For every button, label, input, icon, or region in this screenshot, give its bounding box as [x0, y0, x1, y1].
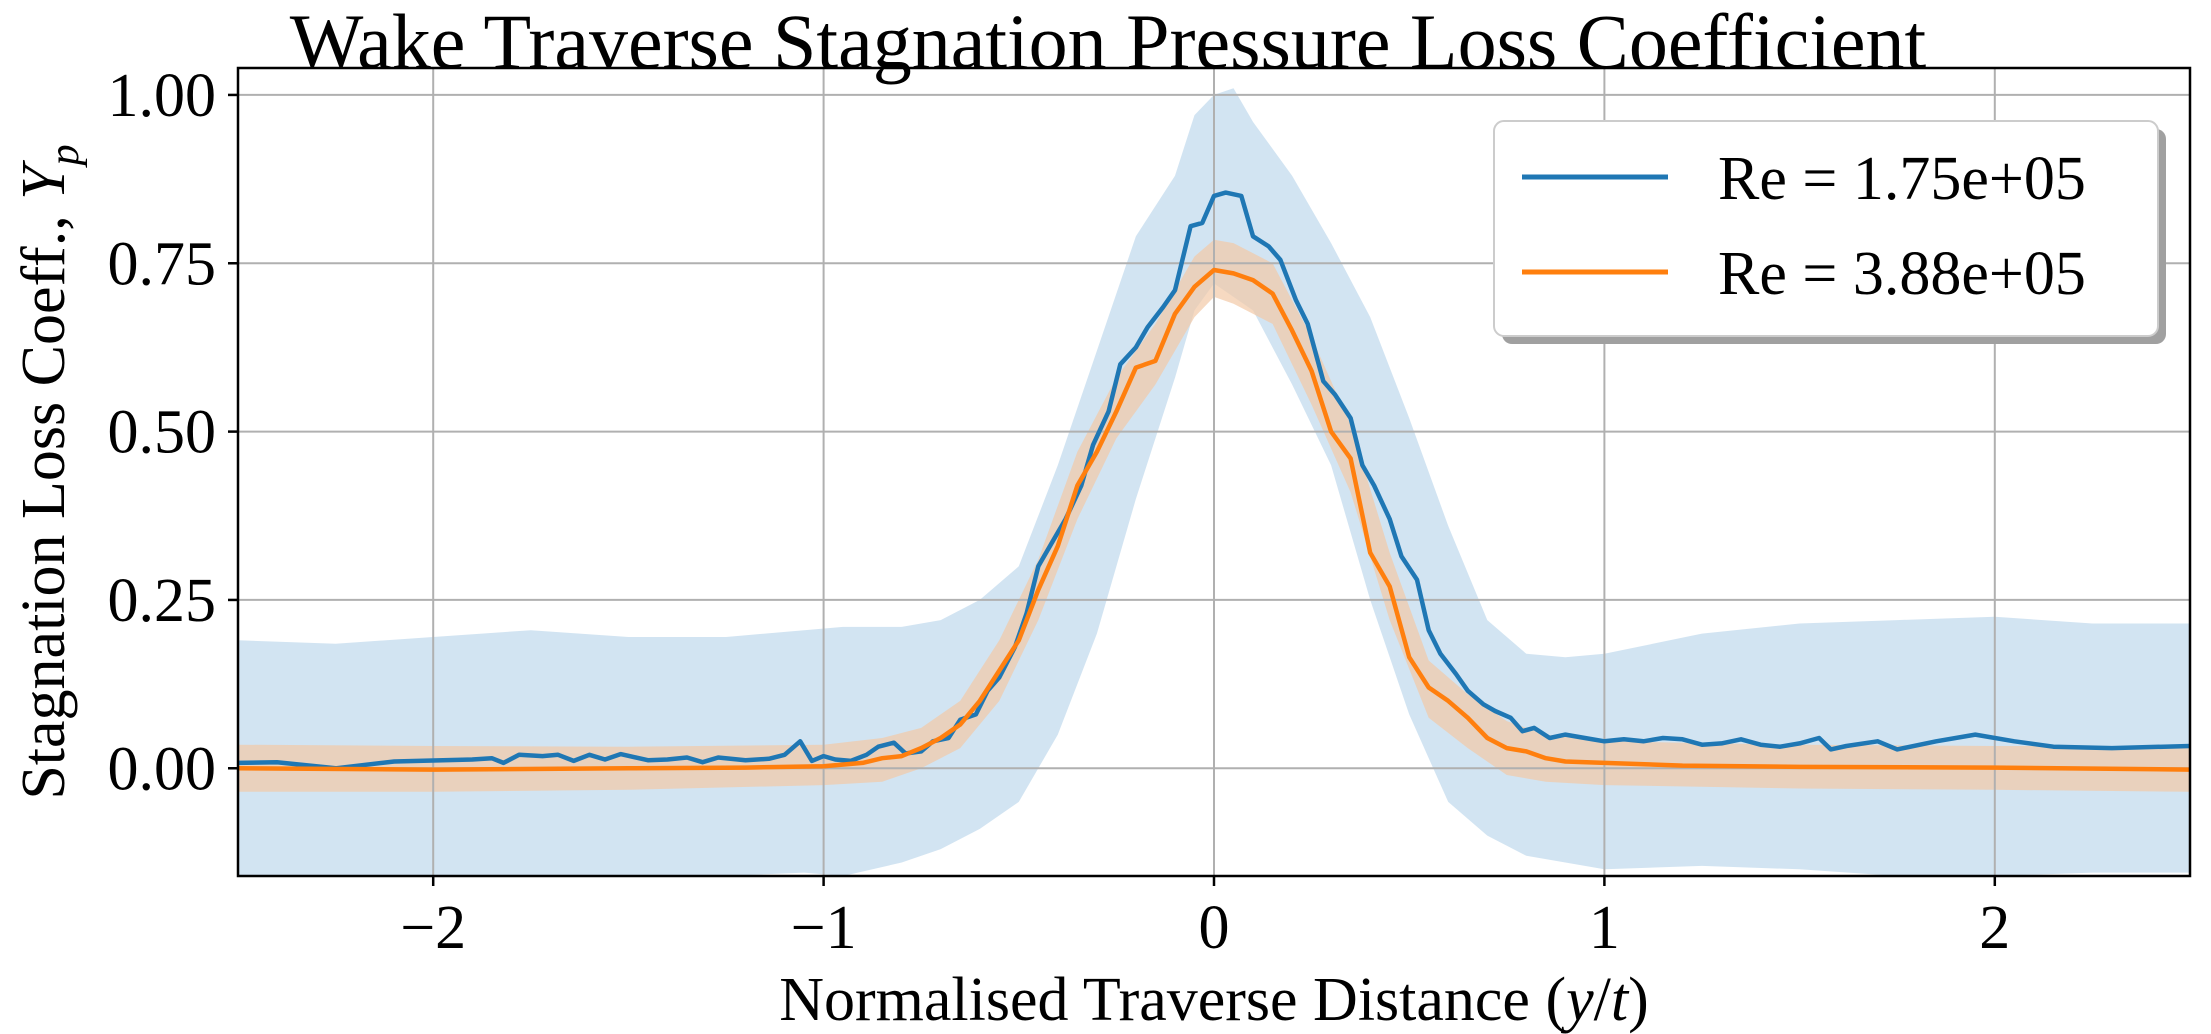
y-axis-label: Stagnation Loss Coeff., Yp: [10, 144, 88, 799]
x-tick-label: −2: [400, 894, 466, 962]
legend-label-2: Re = 3.88e+05: [1718, 240, 2086, 308]
y-tick-label: 0.00: [108, 735, 217, 803]
band-series-1: [238, 88, 2190, 876]
y-tick-label: 0.75: [108, 230, 217, 298]
legend-label-1: Re = 1.75e+05: [1718, 145, 2086, 213]
x-tick-label: −1: [791, 894, 857, 962]
line-series-1: [238, 190, 2190, 771]
x-tick-label: 2: [1979, 894, 2010, 962]
y-tick-label: 1.00: [108, 62, 217, 130]
series-lines: [238, 190, 2190, 772]
chart-title: Wake Traverse Stagnation Pressure Loss C…: [290, 0, 1927, 85]
y-tick-label: 0.50: [108, 399, 217, 467]
line-series-2: [238, 267, 2190, 772]
x-tick-label: 0: [1199, 894, 1230, 962]
x-tick-label: 1: [1589, 894, 1620, 962]
uncertainty-bands: [238, 88, 2190, 876]
legend: Re = 1.75e+05 Re = 3.88e+05: [1493, 120, 2166, 344]
y-tick-label: 0.25: [108, 567, 217, 635]
x-axis-label: Normalised Traverse Distance (y/t): [779, 966, 1649, 1034]
y-axis-ticks: 0.00 0.25 0.50 0.75 1.00: [108, 62, 238, 803]
x-axis-ticks: −2 −1 0 1 2: [400, 876, 2010, 962]
